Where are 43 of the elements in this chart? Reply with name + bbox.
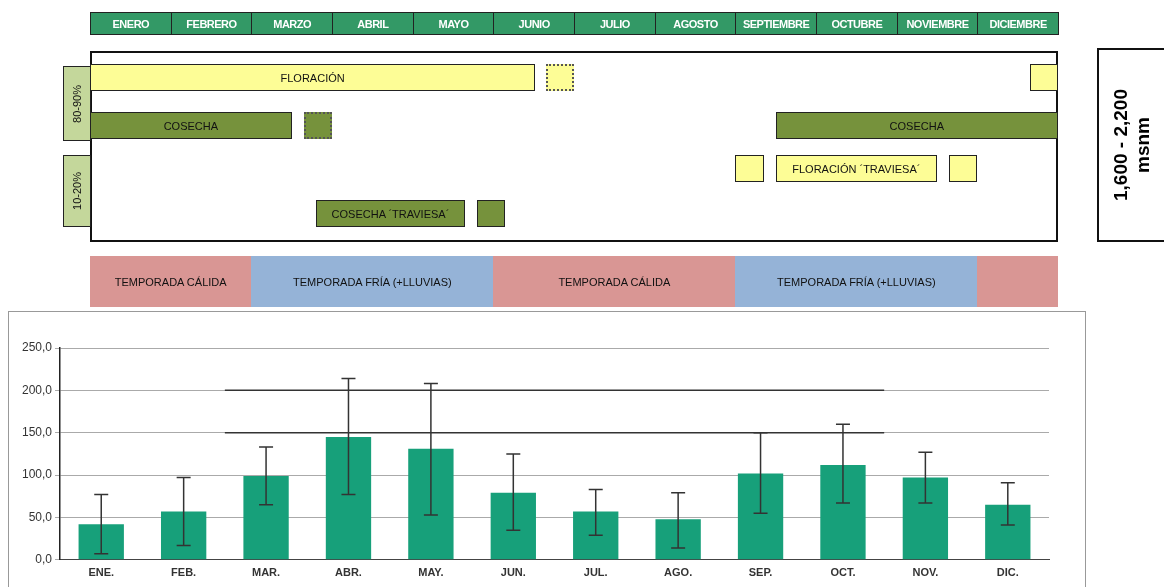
text: JUNIO — [518, 17, 550, 30]
text: JULIO — [599, 17, 630, 30]
text: 10-20% — [71, 172, 84, 210]
text: FLORACIÓN ´TRAVIESA´ — [792, 162, 921, 175]
text: COSECHA — [889, 119, 945, 132]
text: msnm — [1131, 117, 1153, 173]
text: TEMPORADA CÁLIDA — [558, 275, 671, 288]
x-tick-label: AGO. — [664, 566, 693, 579]
x-tick-label: MAY. — [418, 566, 444, 579]
text: FLORACIÓN — [280, 71, 345, 84]
text: COSECHA ´TRAVIESA´ — [331, 207, 450, 220]
y-tick-label: 150,0 — [22, 425, 53, 440]
x-tick-label: DIC. — [996, 566, 1019, 579]
text: 80-90% — [71, 84, 84, 123]
x-tick-label: OCT. — [830, 566, 856, 579]
text: SEPTIEMBRE — [742, 17, 810, 30]
text: ABRIL — [357, 17, 389, 30]
text: NOVIEMBRE — [906, 17, 969, 30]
x-tick-label: NOV. — [912, 566, 939, 579]
text: ENERO — [112, 17, 150, 30]
x-tick-label: JUL. — [583, 566, 608, 579]
x-tick-label: MAR. — [252, 566, 281, 579]
x-tick-label: FEB. — [171, 566, 197, 579]
y-tick-label: 50,0 — [28, 509, 53, 524]
text: TEMPORADA CÁLIDA — [114, 275, 227, 288]
text: FEBRERO — [186, 17, 237, 30]
text: TEMPORADA FRÍA (+LLUVIAS) — [777, 275, 936, 288]
y-tick-label: 100,0 — [22, 467, 53, 482]
text: OCTUBRE — [831, 17, 883, 30]
y-tick-label: 0,0 — [35, 552, 53, 567]
text: AGOSTO — [673, 17, 718, 30]
x-tick-label: ABR. — [335, 566, 362, 579]
text: TEMPORADA FRÍA (+LLUVIAS) — [293, 275, 452, 288]
x-tick-label: SEP. — [748, 566, 773, 579]
text: MAYO — [438, 17, 469, 30]
text: DICIEMBRE — [989, 17, 1047, 30]
y-tick-label: 250,0 — [22, 340, 53, 355]
x-tick-label: ENE. — [88, 566, 115, 579]
text: COSECHA — [163, 119, 219, 132]
text: 1,600 - 2,200 — [1109, 89, 1131, 201]
y-tick-label: 200,0 — [22, 382, 53, 397]
x-tick-label: JUN. — [500, 566, 526, 579]
text: MARZO — [273, 17, 312, 30]
